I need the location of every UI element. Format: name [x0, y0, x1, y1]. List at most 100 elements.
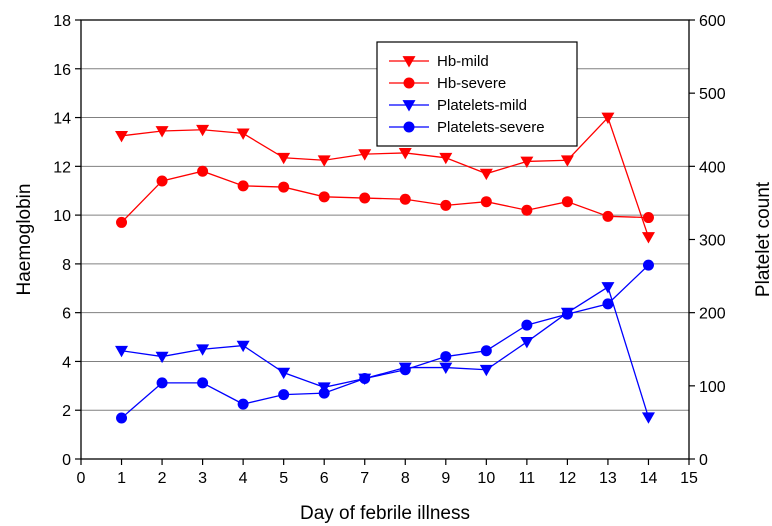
legend-label-hb-mild: Hb-mild [437, 53, 489, 70]
data-point-platelets-severe [156, 377, 168, 389]
data-point-hb-severe [642, 212, 654, 224]
data-point-platelets-severe [116, 412, 128, 424]
data-point-hb-severe [197, 165, 209, 177]
data-point-hb-mild [155, 126, 169, 138]
data-point-hb-mild [601, 112, 615, 125]
data-point-hb-severe [156, 175, 168, 187]
legend-marker-platelets-severe [403, 121, 415, 133]
legend-marker-platelets-mild [402, 100, 416, 112]
data-point-hb-mild [317, 155, 331, 167]
data-point-platelets-severe [440, 351, 452, 363]
data-point-hb-mild [358, 149, 372, 161]
x-tick-label: 14 [640, 470, 658, 487]
x-tick-label: 10 [477, 470, 495, 487]
data-point-platelets-mild [479, 364, 493, 377]
data-point-platelets-severe [480, 345, 492, 357]
data-point-platelets-severe [642, 259, 654, 271]
data-point-platelets-severe [602, 298, 614, 310]
series-line-hb-severe [121, 170, 649, 223]
x-tick-label: 4 [239, 470, 248, 487]
data-point-platelets-severe [237, 398, 249, 410]
data-point-hb-mild [196, 124, 210, 137]
x-tick-label: 13 [599, 470, 617, 487]
data-point-platelets-severe [318, 387, 330, 399]
data-point-hb-mild [236, 128, 250, 140]
y-left-tick-label: 6 [62, 306, 71, 323]
legend: Hb-mild Hb-severe Platelets-mild Platelets-… [376, 41, 578, 147]
data-point-platelets-severe [278, 389, 290, 401]
y-right-tick-label: 600 [699, 13, 726, 30]
data-point-hb-mild [479, 168, 493, 181]
y-right-tick-label: 300 [699, 233, 726, 250]
x-tick-label: 11 [519, 470, 536, 487]
x-tick-label: 3 [198, 470, 207, 487]
data-point-platelets-mild [439, 362, 453, 375]
y-left-tick-label: 2 [62, 403, 71, 420]
series-markers [115, 112, 655, 424]
data-point-hb-severe [440, 199, 452, 211]
data-point-platelets-mild [641, 412, 655, 424]
data-point-hb-mild [277, 152, 291, 165]
x-tick-label: 2 [158, 470, 167, 487]
data-point-hb-severe [359, 192, 371, 204]
x-axis-title: Day of febrile illness [300, 503, 470, 524]
data-point-hb-severe [237, 180, 249, 192]
y-left-tick-label: 10 [53, 208, 71, 225]
data-point-platelets-severe [521, 319, 533, 331]
data-point-hb-severe [399, 193, 411, 205]
y-left-tick-label: 8 [62, 257, 71, 274]
y-right-tick-label: 200 [699, 306, 726, 323]
data-point-platelets-mild [277, 367, 291, 380]
legend-label-platelets-mild: Platelets-mild [437, 97, 527, 114]
data-point-hb-severe [480, 196, 492, 208]
data-point-hb-mild [439, 152, 453, 165]
series-lines [121, 116, 650, 419]
legend-marker-hb-severe [403, 77, 415, 89]
data-point-hb-severe [278, 181, 290, 193]
data-point-platelets-mild [115, 345, 129, 358]
data-point-hb-mild [560, 155, 574, 167]
series-line-platelets-mild [121, 286, 650, 418]
data-point-platelets-mild [601, 282, 615, 294]
x-tick-label: 15 [680, 470, 698, 487]
x-tick-label: 5 [279, 470, 288, 487]
y-left-tick-label: 14 [53, 111, 71, 128]
legend-label-platelets-severe: Platelets-severe [437, 119, 545, 136]
data-point-platelets-severe [197, 377, 209, 389]
y-axis-right-title: Platelet count [753, 181, 772, 297]
data-point-hb-severe [318, 191, 330, 203]
data-point-platelets-mild [155, 351, 169, 364]
y-left-tick-label: 4 [62, 354, 71, 371]
data-point-hb-mild [520, 156, 534, 168]
x-tick-label: 8 [401, 470, 410, 487]
data-point-hb-mild [115, 130, 129, 143]
y-left-tick-label: 0 [62, 452, 71, 469]
x-tick-label: 0 [77, 470, 86, 487]
data-point-platelets-mild [196, 344, 210, 356]
x-tick-label: 9 [441, 470, 450, 487]
y-axis-left-title: Haemoglobin [14, 184, 35, 296]
y-right-tick-label: 400 [699, 159, 726, 176]
series-line-hb-mild [121, 116, 650, 238]
data-point-platelets-severe [359, 373, 371, 385]
x-tick-label: 1 [117, 470, 126, 487]
data-point-hb-severe [116, 216, 128, 228]
y-left-tick-label: 18 [53, 13, 71, 30]
data-point-platelets-mild [236, 340, 250, 353]
data-point-hb-mild [641, 232, 655, 244]
legend-marker-hb-mild [402, 56, 416, 68]
y-right-tick-label: 0 [699, 452, 708, 469]
x-tick-label: 12 [559, 470, 577, 487]
y-right-tick-label: 500 [699, 86, 726, 103]
data-point-platelets-mild [520, 337, 534, 349]
data-point-hb-severe [521, 204, 533, 216]
data-point-hb-mild [398, 148, 412, 160]
y-left-tick-label: 16 [53, 62, 71, 79]
data-point-platelets-severe [399, 364, 411, 376]
x-tick-label: 6 [320, 470, 329, 487]
x-tick-label: 7 [360, 470, 369, 487]
data-point-hb-severe [602, 210, 614, 222]
